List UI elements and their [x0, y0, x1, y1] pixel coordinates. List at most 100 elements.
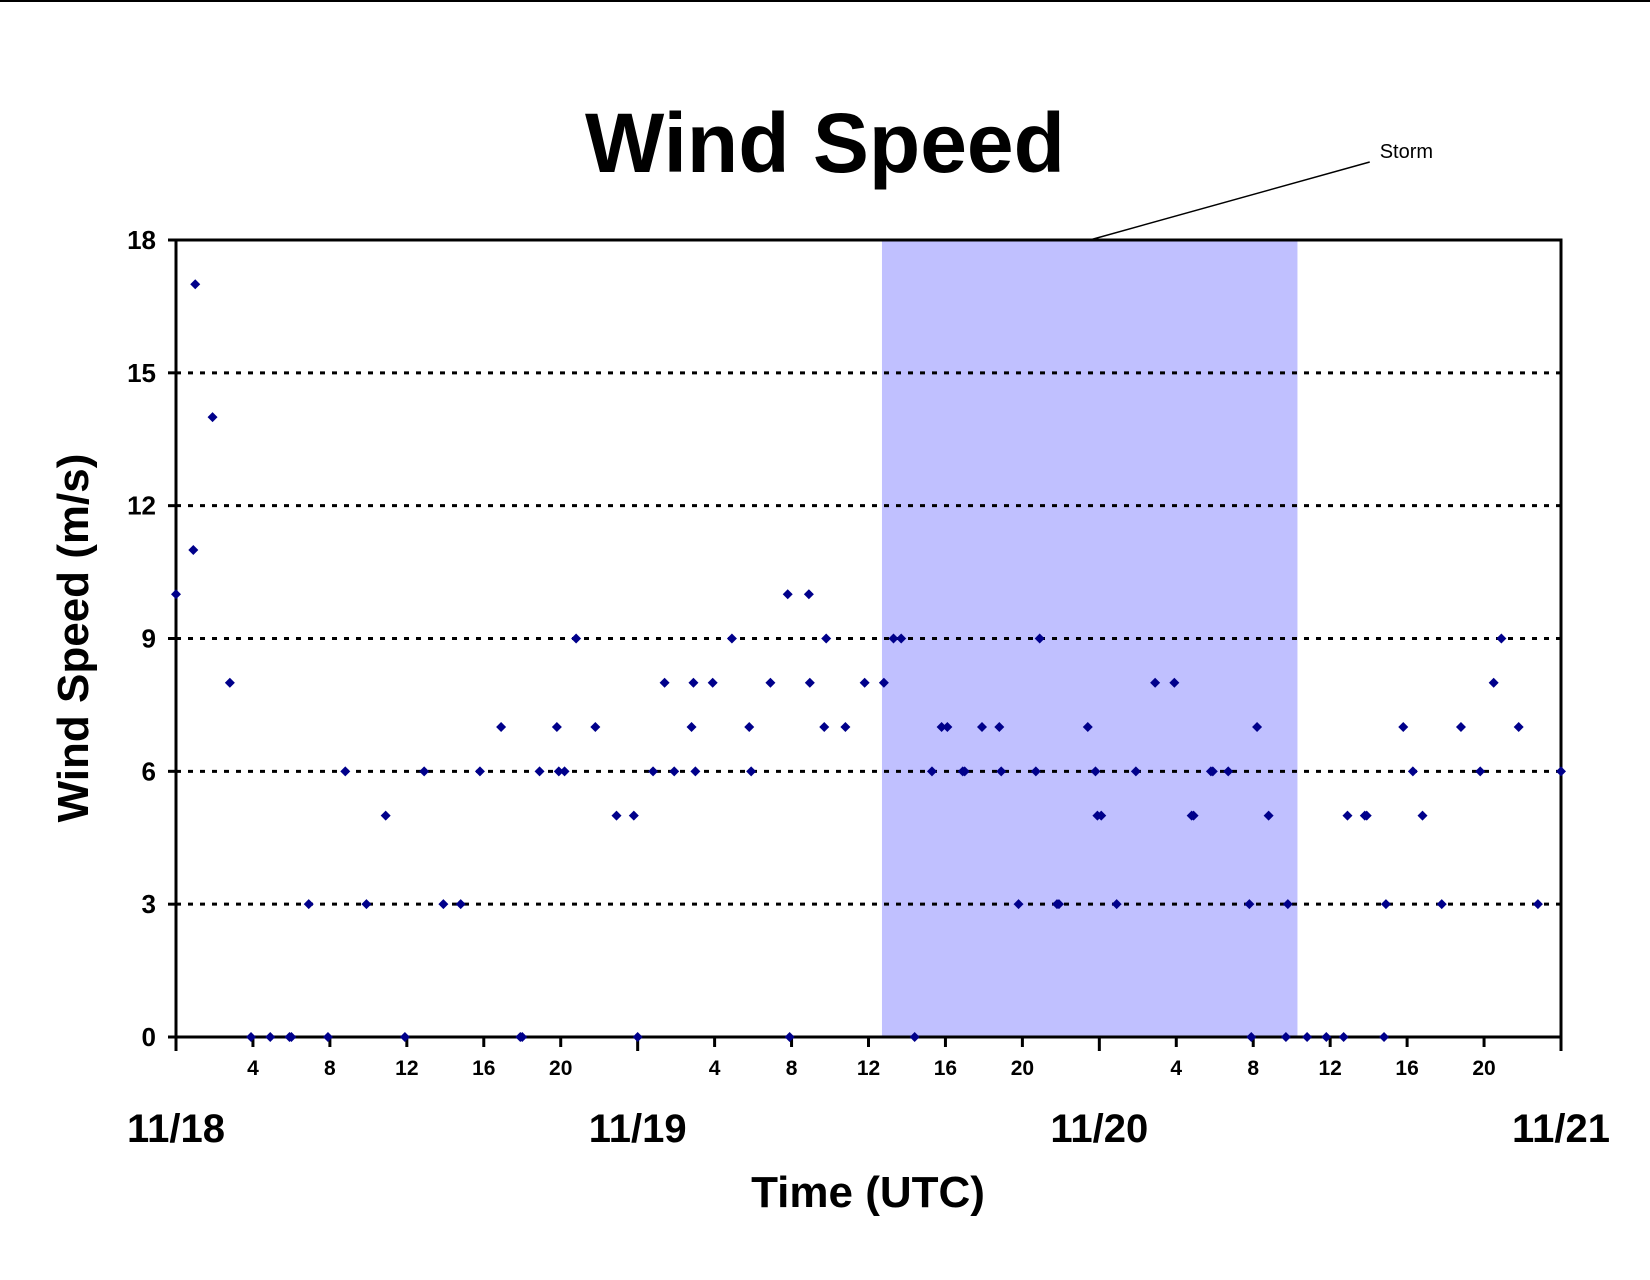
data-point: [878, 677, 889, 688]
data-point: [322, 1032, 333, 1042]
data-point: [171, 589, 181, 600]
data-point: [1034, 633, 1045, 644]
data-point: [996, 766, 1007, 777]
data-point: [551, 722, 562, 733]
data-point: [1096, 810, 1107, 821]
x-tick-label: 12: [857, 1057, 880, 1080]
data-point: [380, 810, 391, 821]
data-point: [1455, 722, 1466, 733]
data-point: [1223, 766, 1234, 777]
data-point: [1111, 899, 1122, 910]
data-point: [1188, 810, 1199, 821]
data-point: [1282, 899, 1293, 910]
data-point: [888, 633, 899, 644]
data-point: [690, 766, 701, 777]
data-point: [1207, 766, 1218, 777]
x-axis-day-labels: 11/18 11/19 11/20 11/21: [127, 1037, 1610, 1151]
x-tick-label: 8: [1247, 1057, 1259, 1080]
data-point: [859, 677, 870, 688]
y-tick-label: 15: [127, 358, 156, 388]
data-point: [190, 279, 201, 290]
data-point: [399, 1032, 410, 1042]
data-point: [669, 766, 680, 777]
x-tick-label: 20: [549, 1057, 572, 1080]
y-tick-label: 3: [142, 889, 156, 919]
data-point: [959, 766, 970, 777]
data-point: [1407, 766, 1418, 777]
data-point: [1532, 899, 1543, 910]
data-point: [517, 1032, 528, 1042]
data-point: [648, 766, 659, 777]
data-point: [474, 766, 485, 777]
data-point: [746, 766, 757, 777]
data-point: [590, 722, 601, 733]
x-tick-label: 4: [709, 1057, 721, 1080]
data-point: [1302, 1032, 1313, 1042]
data-point: [1252, 722, 1263, 733]
data-point: [994, 722, 1005, 733]
day-label: 11/19: [589, 1107, 687, 1151]
data-point: [1513, 722, 1524, 733]
storm-annotation: Storm: [1089, 141, 1433, 241]
data-point: [1013, 899, 1024, 910]
x-tick-label: 8: [786, 1057, 798, 1080]
data-point: [936, 722, 947, 733]
data-point: [1488, 677, 1499, 688]
data-point: [559, 766, 570, 777]
y-tick-label: 12: [127, 491, 156, 521]
data-point: [744, 722, 755, 733]
data-point: [361, 899, 372, 910]
data-point: [926, 766, 937, 777]
y-tick-label: 9: [142, 624, 156, 654]
data-point: [942, 722, 953, 733]
data-point: [534, 766, 545, 777]
x-axis-label: Time (UTC): [751, 1168, 985, 1217]
data-point: [909, 1032, 920, 1042]
data-point: [659, 677, 670, 688]
data-point: [804, 677, 815, 688]
y-tick-label: 6: [142, 756, 156, 786]
data-point: [1082, 722, 1093, 733]
data-point: [438, 899, 449, 910]
x-tick-label: 20: [1472, 1057, 1495, 1080]
data-point: [265, 1032, 276, 1042]
data-point: [246, 1032, 257, 1042]
data-point: [1338, 1032, 1349, 1042]
data-point: [1496, 633, 1507, 644]
x-tick-label: 4: [1170, 1057, 1182, 1080]
data-point: [224, 677, 235, 688]
data-point: [1380, 899, 1391, 910]
data-point: [1263, 810, 1274, 821]
data-point: [1398, 722, 1409, 733]
data-point: [1475, 766, 1486, 777]
chart-title: Wind Speed: [585, 96, 1065, 190]
y-tick-label: 0: [142, 1022, 156, 1052]
data-point: [1130, 766, 1141, 777]
data-point: [496, 722, 507, 733]
data-point: [1150, 677, 1161, 688]
data-point: [1090, 766, 1101, 777]
data-point: [726, 633, 737, 644]
data-point: [896, 633, 907, 644]
data-point: [686, 722, 697, 733]
x-tick-label: 16: [472, 1057, 495, 1080]
data-point: [455, 899, 466, 910]
data-point: [286, 1032, 297, 1042]
data-point: [1053, 899, 1064, 910]
data-point: [803, 589, 814, 600]
data-point: [782, 589, 793, 600]
y-tick-label: 18: [127, 225, 156, 255]
data-point: [207, 412, 218, 423]
data-point: [1321, 1032, 1332, 1042]
data-points: [171, 279, 1566, 1042]
data-point: [1436, 899, 1447, 910]
x-tick-label: 12: [395, 1057, 418, 1080]
data-point: [1417, 810, 1428, 821]
day-label: 11/18: [127, 1107, 225, 1151]
data-point: [821, 633, 832, 644]
x-tick-label: 8: [324, 1057, 336, 1080]
day-label: 11/21: [1512, 1107, 1610, 1151]
data-point: [840, 722, 851, 733]
